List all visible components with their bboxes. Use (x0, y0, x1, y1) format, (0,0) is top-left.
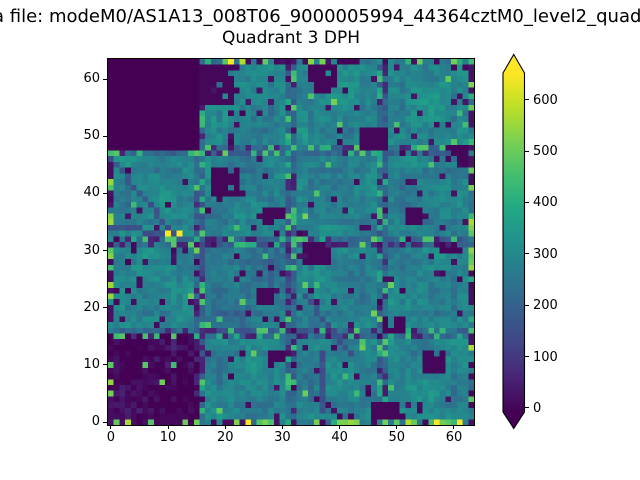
colorbar-tick (525, 304, 529, 306)
colorbar-tick-label: 500 (533, 144, 558, 160)
colorbar-tick-label: 100 (533, 349, 558, 365)
y-tick-label: 0 (91, 414, 100, 430)
y-tick-label: 50 (83, 128, 100, 144)
x-tick-label: 0 (106, 430, 115, 445)
x-tick (167, 425, 169, 429)
colorbar-tick (525, 253, 529, 255)
y-tick-label: 10 (83, 356, 100, 372)
y-tick (103, 364, 107, 366)
y-tick-label: 60 (83, 71, 100, 87)
y-tick-label: 40 (83, 185, 100, 201)
colorbar-tick-label: 200 (533, 298, 558, 314)
x-tick (453, 425, 455, 429)
colorbar-tick-label: 0 (533, 400, 542, 416)
figure-suptitle: a file: modeM0/AS1A13_008T06_9000005994_… (0, 6, 640, 27)
x-tick-label: 60 (445, 430, 463, 445)
colorbar-tick (525, 201, 529, 203)
x-tick-label: 40 (331, 430, 348, 445)
y-tick (103, 78, 107, 80)
x-tick (224, 425, 226, 429)
x-tick-label: 50 (388, 430, 406, 445)
heatmap-image (108, 59, 474, 425)
x-tick (281, 425, 283, 429)
colorbar-tick-label: 300 (533, 246, 558, 262)
x-tick-label: 30 (274, 430, 291, 445)
colorbar-tick (525, 356, 529, 358)
colorbar-gradient (502, 53, 526, 430)
y-tick (103, 135, 107, 137)
y-tick (103, 250, 107, 252)
colorbar-tick-label: 400 (533, 195, 558, 211)
colorbar (502, 53, 526, 430)
axes-title: Quadrant 3 DPH (222, 28, 360, 48)
heatmap-axes (107, 58, 475, 426)
y-tick-label: 30 (83, 242, 100, 258)
y-tick-label: 20 (83, 299, 100, 315)
x-tick (110, 425, 112, 429)
x-tick (339, 425, 341, 429)
colorbar-tick (525, 407, 529, 409)
y-tick (103, 307, 107, 309)
x-tick (396, 425, 398, 429)
y-tick (103, 192, 107, 194)
colorbar-tick (525, 150, 529, 152)
x-tick-label: 10 (159, 430, 177, 445)
x-tick-label: 20 (216, 430, 234, 445)
colorbar-tick (525, 99, 529, 101)
y-tick (103, 421, 107, 423)
colorbar-tick-label: 600 (533, 92, 558, 108)
